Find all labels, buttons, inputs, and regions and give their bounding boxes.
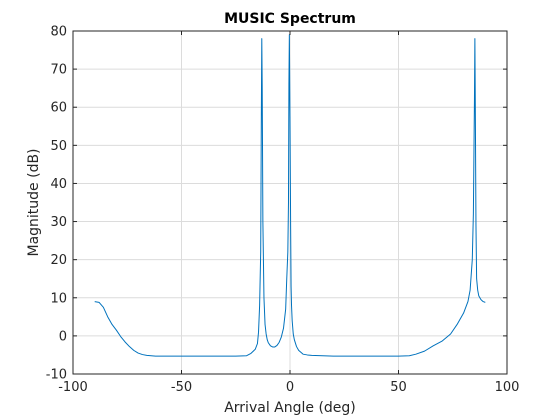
y-tick-label: 0 [59,329,67,344]
y-tick-label: 60 [50,101,67,116]
y-tick-label: -10 [46,368,67,383]
y-tick-label: 70 [50,63,67,78]
y-tick-label: 40 [50,177,67,192]
x-tick-label: -50 [171,380,192,395]
plot-area [94,34,486,357]
x-tick-label: 50 [390,380,407,395]
y-tick-label: 50 [50,139,67,154]
y-tick-label: 10 [50,291,67,306]
x-tick-label: 100 [495,380,520,395]
y-tick-label: 20 [50,253,67,268]
y-axis-label: Magnitude (dB) [26,148,42,256]
x-tick-label: -100 [58,380,88,395]
x-axis-label: Arrival Angle (deg) [224,400,356,416]
y-tick-label: 80 [50,25,67,40]
y-tick-label: 30 [50,215,67,230]
x-tick-label: 0 [286,380,294,395]
series-line [94,34,486,357]
chart-title: MUSIC Spectrum [224,11,356,27]
